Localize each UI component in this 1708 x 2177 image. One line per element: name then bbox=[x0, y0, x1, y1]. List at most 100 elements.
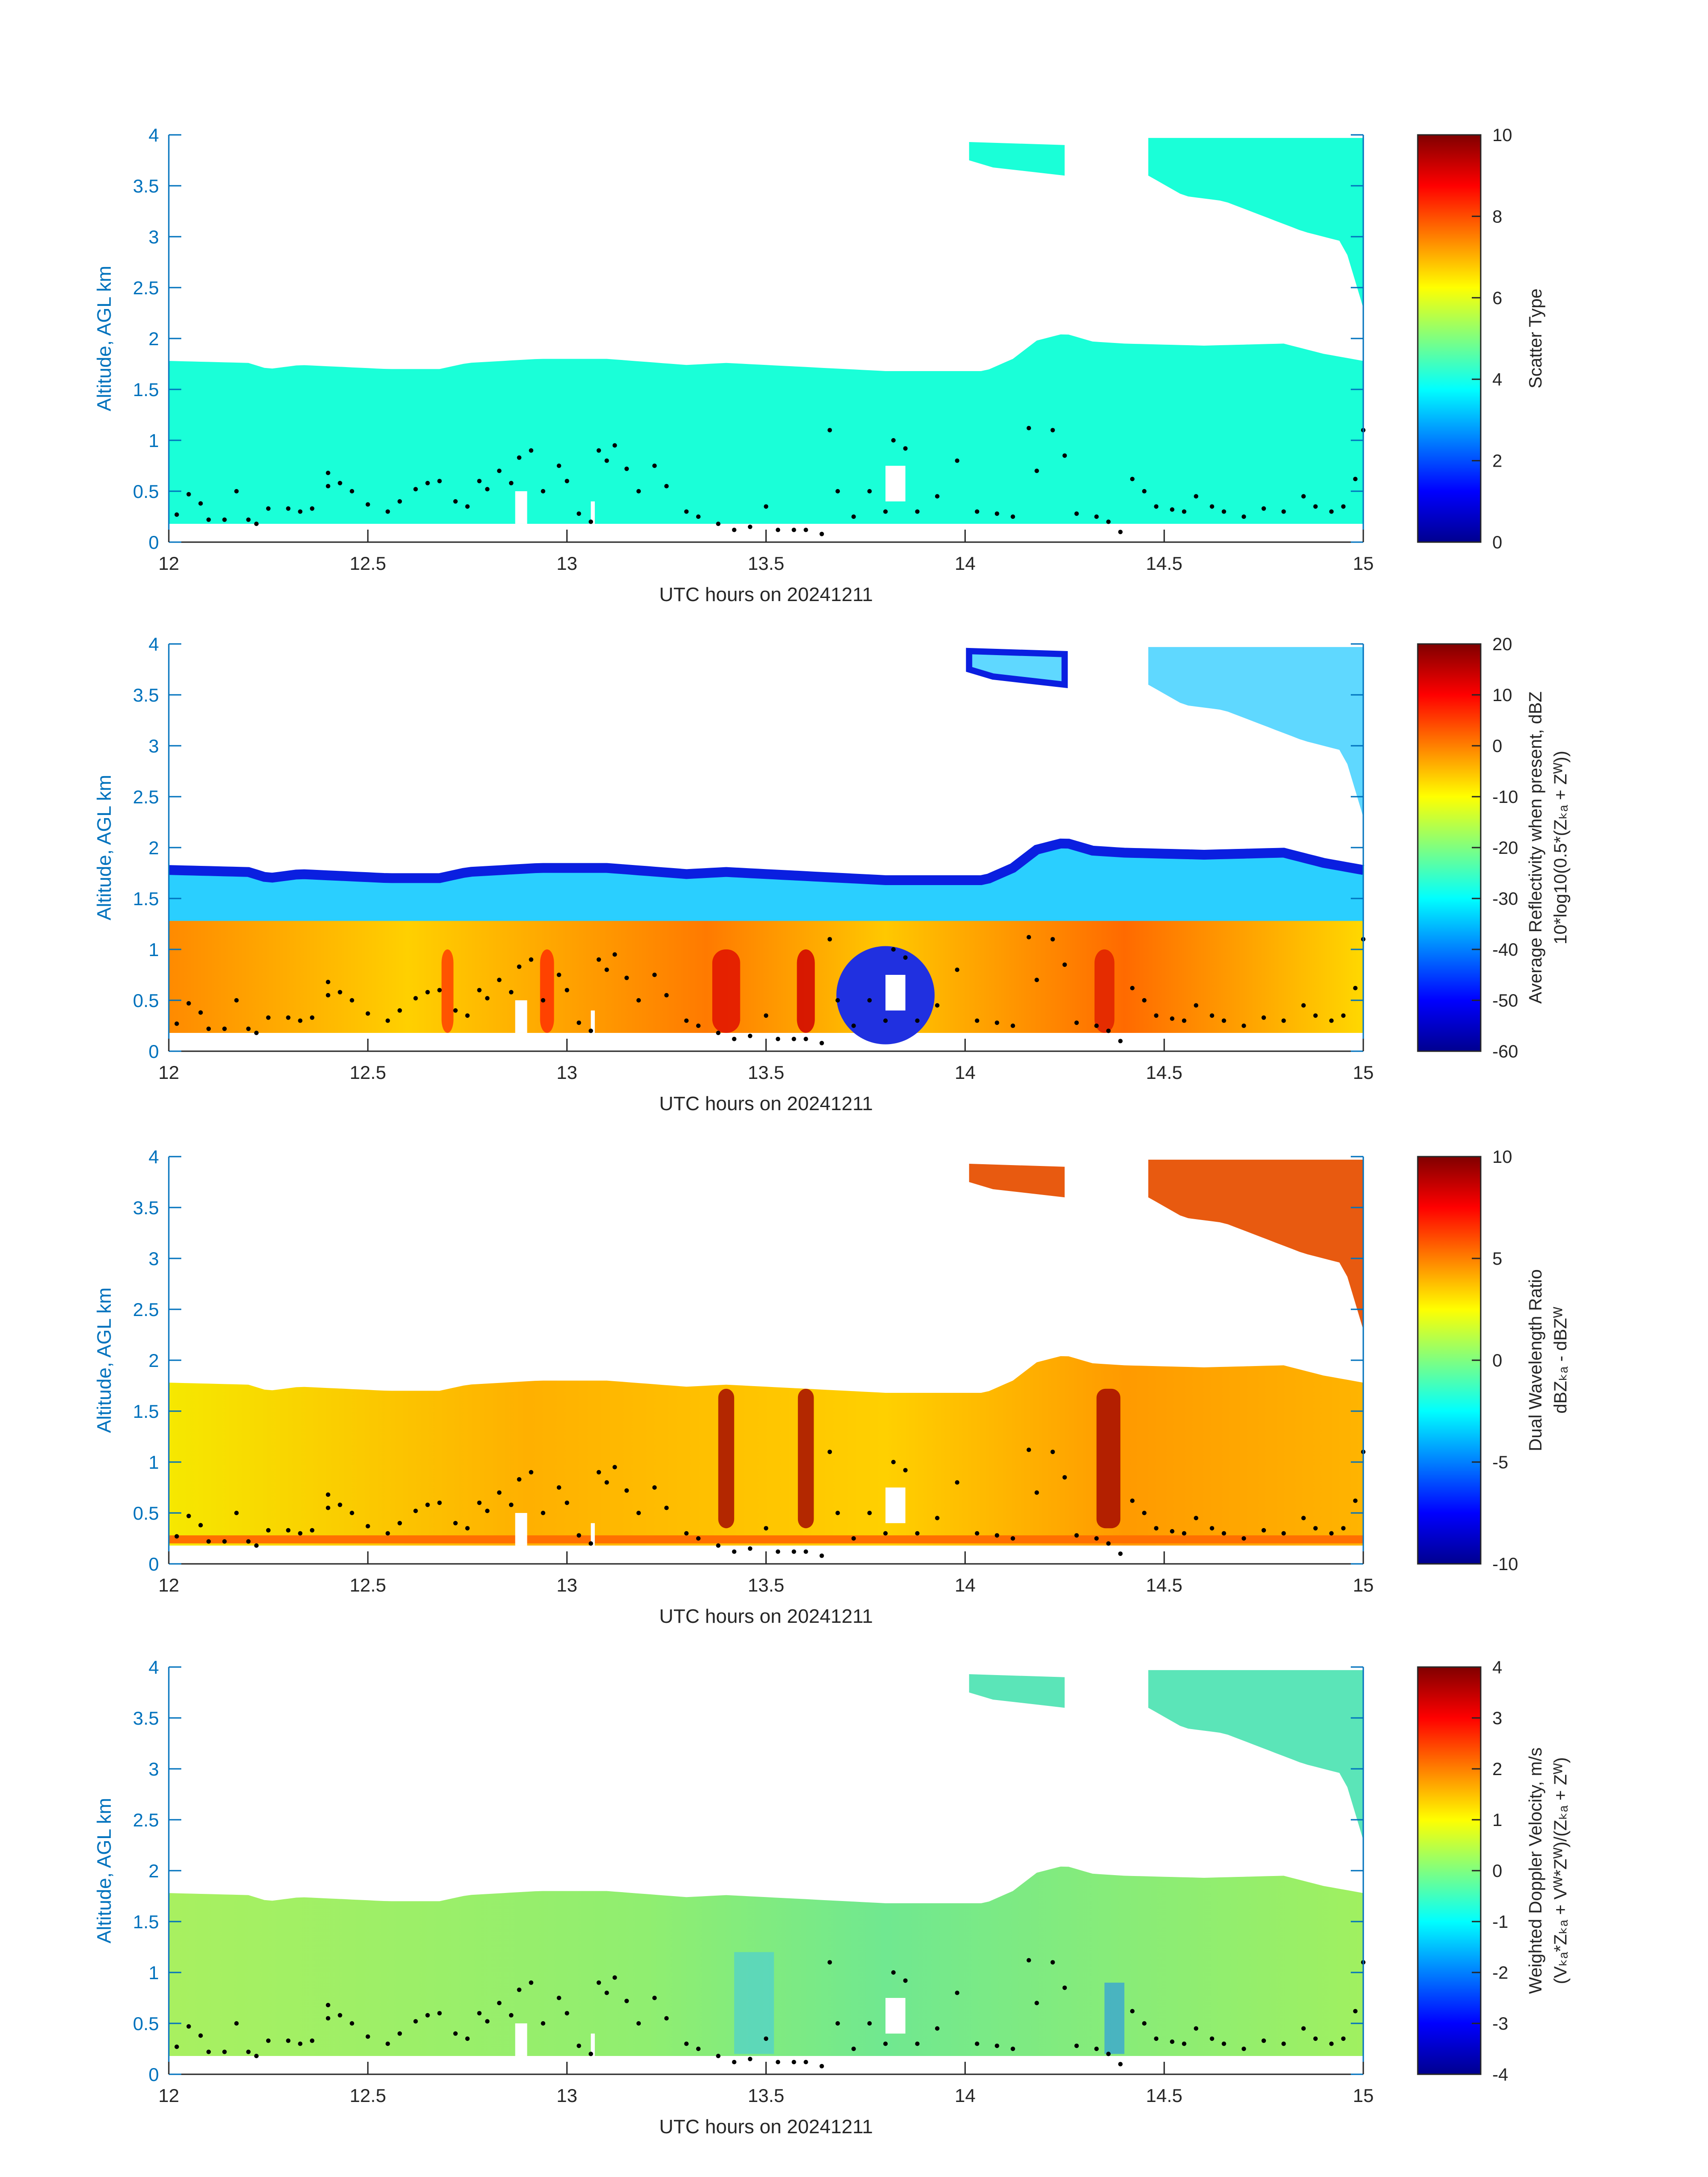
cloud-base-dot bbox=[597, 448, 601, 453]
cloud-base-dot bbox=[604, 1480, 609, 1485]
cloud-base-dot bbox=[556, 973, 561, 977]
y-tick-label: 1.5 bbox=[133, 1401, 159, 1422]
cloud-base-dot bbox=[1011, 514, 1015, 519]
colorbar-tick-label: -40 bbox=[1492, 940, 1518, 960]
colorbar-label: Scatter Type bbox=[1526, 288, 1545, 389]
y-tick-label: 2 bbox=[149, 328, 159, 349]
colorbar-tick-label: 5 bbox=[1492, 1249, 1502, 1269]
upper-cloud bbox=[1148, 138, 1363, 308]
cloud-base-dot bbox=[891, 1970, 896, 1975]
colorbar-tick-label: 3 bbox=[1492, 1709, 1502, 1728]
cloud-base-dot bbox=[867, 2021, 872, 2026]
cloud-base-dot bbox=[338, 1502, 342, 1507]
cloud-base-dot bbox=[791, 527, 796, 532]
colorbar-tick-label: 2 bbox=[1492, 451, 1502, 471]
cloud-base-dot bbox=[310, 1015, 314, 1020]
cloud-base-dot bbox=[425, 2013, 430, 2018]
cloud-base-dot bbox=[326, 1492, 330, 1497]
cloud-base-dot bbox=[955, 1990, 960, 1995]
cloud-base-dot bbox=[636, 998, 641, 1003]
cloud-base-dot bbox=[326, 993, 330, 998]
cloud-base-dot bbox=[1301, 494, 1306, 499]
cloud-base-dot bbox=[716, 1031, 721, 1035]
cloud-base-dot bbox=[326, 2016, 330, 2021]
cloud-base-dot bbox=[748, 1546, 752, 1551]
cloud-base-dot bbox=[1118, 1551, 1123, 1556]
cloud-base-dot bbox=[298, 1531, 303, 1536]
colorbar-tick-label: 6 bbox=[1492, 288, 1502, 308]
cloud-base-dot bbox=[477, 1500, 482, 1505]
x-tick-label: 14 bbox=[955, 1575, 976, 1596]
cloud-base-dot bbox=[732, 2060, 737, 2064]
cloud-base-dot bbox=[935, 2026, 940, 2031]
cloud-base-dot bbox=[437, 1500, 442, 1505]
cloud-base-dot bbox=[222, 1539, 227, 1544]
cloud-base-dot bbox=[365, 1011, 370, 1016]
cloud-base-dot bbox=[624, 975, 629, 980]
x-tick-label: 15 bbox=[1353, 553, 1374, 574]
x-axis-label: UTC hours on 20241211 bbox=[659, 1605, 873, 1627]
cloud-base-dot bbox=[1154, 504, 1159, 509]
cloud-base-dot bbox=[509, 1502, 514, 1507]
cloud-base-dot bbox=[541, 1511, 546, 1515]
y-tick-label: 0.5 bbox=[133, 1503, 159, 1524]
cloud-base-dot bbox=[732, 527, 737, 532]
y-tick-label: 4 bbox=[149, 634, 159, 655]
cloud-base-dot bbox=[819, 1553, 824, 1558]
cloud-base-dot bbox=[310, 506, 314, 511]
cloud-base-dot bbox=[827, 937, 832, 942]
cloud-base-dot bbox=[696, 1024, 701, 1028]
cloud-base-dot bbox=[186, 492, 191, 497]
cloud-base-dot bbox=[696, 2047, 701, 2051]
cloud-base-dot bbox=[664, 993, 669, 998]
cloud-base-dot bbox=[541, 2021, 546, 2026]
cloud-base-dot bbox=[975, 1531, 980, 1536]
cloud-base-dot bbox=[298, 509, 303, 514]
cloud-base-dot bbox=[385, 2041, 390, 2046]
colorbar-tick-label: -2 bbox=[1492, 1963, 1508, 1983]
cloud-base-dot bbox=[684, 2041, 689, 2046]
x-tick-label: 14.5 bbox=[1146, 553, 1182, 574]
upper-cloud bbox=[966, 648, 1068, 689]
cloud-base-dot bbox=[955, 458, 960, 463]
cloud-base-dot bbox=[891, 947, 896, 952]
cloud-base-dot bbox=[636, 1511, 641, 1515]
cloud-base-dot bbox=[612, 1975, 617, 1980]
x-tick-label: 13.5 bbox=[748, 1575, 785, 1596]
cloud-gap bbox=[885, 466, 906, 501]
colorbar-tick-label: 10 bbox=[1492, 125, 1512, 145]
cloud-base-dot bbox=[1221, 1018, 1226, 1023]
x-tick-label: 12 bbox=[159, 1062, 180, 1083]
cloud-base-dot bbox=[1313, 2036, 1318, 2041]
cloud-base-dot bbox=[556, 1485, 561, 1490]
cloud-base-dot bbox=[612, 443, 617, 448]
cloud-base-dot bbox=[867, 998, 872, 1003]
cloud-base-dot bbox=[915, 1531, 920, 1536]
cloud-base-dot bbox=[935, 1516, 940, 1521]
x-tick-label: 14.5 bbox=[1146, 1575, 1182, 1596]
cloud-base-dot bbox=[576, 511, 581, 516]
colorbar-tick-label: -5 bbox=[1492, 1453, 1508, 1472]
colorbar-tick-label: 4 bbox=[1492, 1658, 1502, 1677]
y-tick-label: 0 bbox=[149, 532, 159, 553]
y-tick-label: 1 bbox=[149, 430, 159, 451]
upper-cloud bbox=[1148, 1159, 1363, 1330]
cloud-base-dot bbox=[1353, 986, 1358, 990]
cloud-base-dot bbox=[604, 967, 609, 972]
cloud-base-dot bbox=[1194, 1516, 1199, 1521]
cloud-base-dot bbox=[1210, 504, 1215, 509]
cloud-base-dot bbox=[350, 489, 355, 493]
cloud-base-dot bbox=[1034, 2001, 1039, 2006]
cloud-base-dot bbox=[326, 484, 330, 489]
cloud-base-dot bbox=[652, 1996, 657, 2000]
x-tick-label: 13.5 bbox=[748, 553, 785, 574]
cloud-base-dot bbox=[1313, 504, 1318, 509]
cloud-base-dot bbox=[883, 1018, 888, 1023]
cloud-base-dot bbox=[413, 487, 418, 492]
cloud-base-dot bbox=[1027, 935, 1031, 940]
cloud-base-dot bbox=[915, 1018, 920, 1023]
y-tick-label: 3 bbox=[149, 226, 159, 247]
colorbar-tick-label: 10 bbox=[1492, 1147, 1512, 1167]
cloud-base-dot bbox=[612, 952, 617, 957]
cloud-base-dot bbox=[851, 1024, 856, 1028]
